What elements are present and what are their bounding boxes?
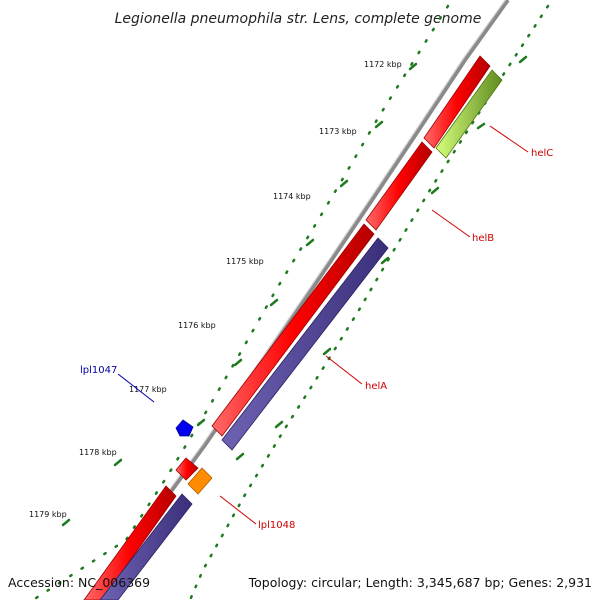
scale-labels: 1172 kbp 1173 kbp 1174 kbp 1175 kbp 1176… <box>29 60 402 519</box>
scale-tick-label: 1177 kbp <box>129 385 167 394</box>
gene-lpl1047 <box>175 419 194 437</box>
gene-forward-bottom <box>83 485 177 600</box>
map-title: Legionella pneumophila str. Lens, comple… <box>115 11 482 27</box>
gene-label-lpl1047: lpl1047 <box>80 365 117 376</box>
gene-lpl1048 <box>187 467 213 495</box>
gene-reverse-bottom <box>99 493 193 600</box>
forward-strand-genes <box>83 55 491 600</box>
scale-tick-label: 1173 kbp <box>319 127 357 136</box>
accession-text: Accession: NC_006369 <box>8 575 150 590</box>
gene-label-helB: helB <box>472 233 494 244</box>
gene-helC-forward <box>423 55 491 149</box>
scale-tick-label: 1178 kbp <box>79 448 117 457</box>
gene-label-lpl1048: lpl1048 <box>258 520 295 531</box>
scale-tick-label: 1179 kbp <box>29 510 67 519</box>
reverse-strand-genes <box>99 69 503 600</box>
gene-lpl1048-forward <box>175 457 199 481</box>
gene-labels: helC helB helA lpl1047 lpl1048 <box>80 148 553 531</box>
inner-tick-ring <box>31 4 450 600</box>
gene-helC <box>435 69 503 159</box>
gene-label-helC: helC <box>531 148 553 159</box>
major-ticks <box>61 55 528 527</box>
gene-helB <box>365 141 433 231</box>
outer-tick-ring <box>188 4 550 600</box>
gene-label-leaders <box>117 125 529 525</box>
scale-tick-label: 1175 kbp <box>226 257 264 266</box>
gene-helA-forward <box>211 223 375 437</box>
scale-tick-label: 1176 kbp <box>178 321 216 330</box>
scale-tick-label: 1174 kbp <box>273 192 311 201</box>
scale-tick-label: 1172 kbp <box>364 60 402 69</box>
gene-helA <box>221 237 389 451</box>
genome-stats-text: Topology: circular; Length: 3,345,687 bp… <box>248 575 592 590</box>
gene-label-helA: helA <box>365 381 387 392</box>
